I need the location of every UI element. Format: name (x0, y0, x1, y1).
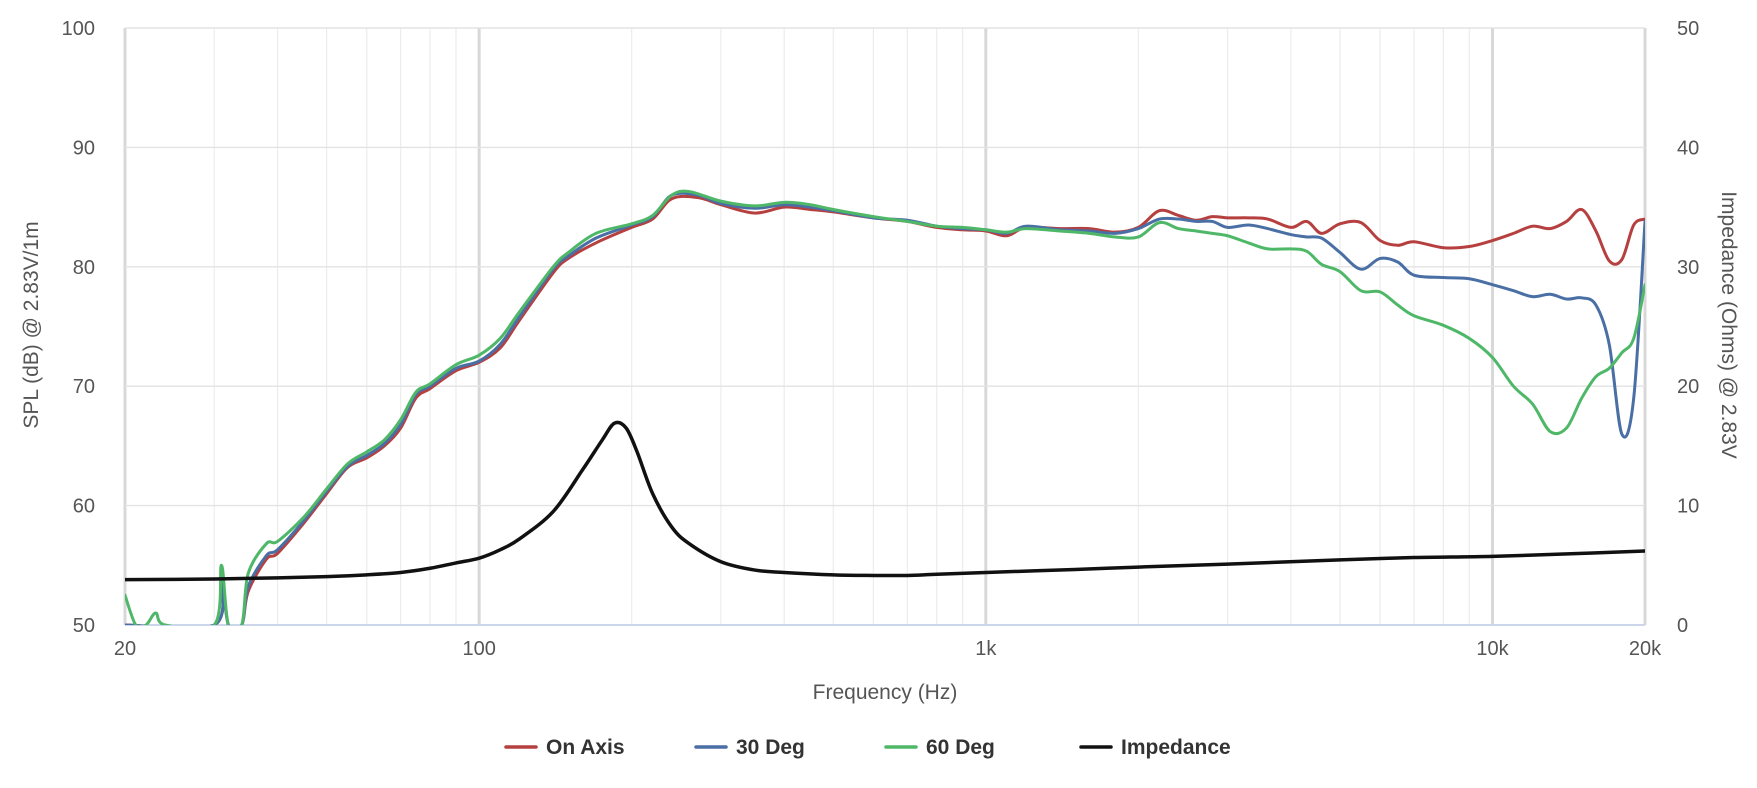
legend-label-on-axis: On Axis (546, 736, 625, 759)
x-tick-label: 20 (114, 638, 136, 660)
y2-tick-label: 10 (1677, 496, 1699, 518)
y-tick-label: 100 (62, 18, 95, 40)
series-line-impedance (125, 420, 1645, 582)
y2-tick-label: 20 (1677, 376, 1699, 398)
y2-tick-label: 30 (1677, 257, 1699, 279)
series-lines (125, 189, 1645, 625)
y-tick-label: 50 (73, 615, 95, 637)
y2-tick-label: 50 (1677, 18, 1699, 40)
grid (123, 27, 1647, 626)
legend-label-30-deg: 30 Deg (736, 736, 805, 759)
y-tick-label: 90 (73, 137, 95, 159)
legend: On Axis 30 Deg 60 Deg Impedance (504, 736, 1231, 759)
tick-labels: 20 100 1k 10k 20k 50 60 70 80 90 100 0 10 20 30 40 50 (62, 18, 1700, 660)
legend-label-impedance: Impedance (1121, 736, 1231, 759)
x-tick-label: 100 (462, 638, 495, 660)
y-tick-label: 70 (73, 376, 95, 398)
series-line-30-deg (125, 191, 1645, 625)
y2-axis-title: Impedance (Ohms) @ 2.83V (1717, 191, 1740, 459)
legend-label-60-deg: 60 Deg (926, 736, 995, 759)
y-axis-title: SPL (dB) @ 2.83V/1m (20, 221, 43, 428)
x-tick-label: 20k (1629, 638, 1662, 660)
x-tick-label: 10k (1476, 638, 1509, 660)
y2-tick-label: 0 (1677, 615, 1688, 637)
y-tick-label: 60 (73, 496, 95, 518)
series-line-60-deg (125, 189, 1645, 625)
series-line-on-axis (125, 194, 1645, 625)
y-tick-label: 80 (73, 257, 95, 279)
x-tick-label: 1k (975, 638, 997, 660)
y2-tick-label: 40 (1677, 137, 1699, 159)
x-axis-title: Frequency (Hz) (813, 681, 958, 704)
